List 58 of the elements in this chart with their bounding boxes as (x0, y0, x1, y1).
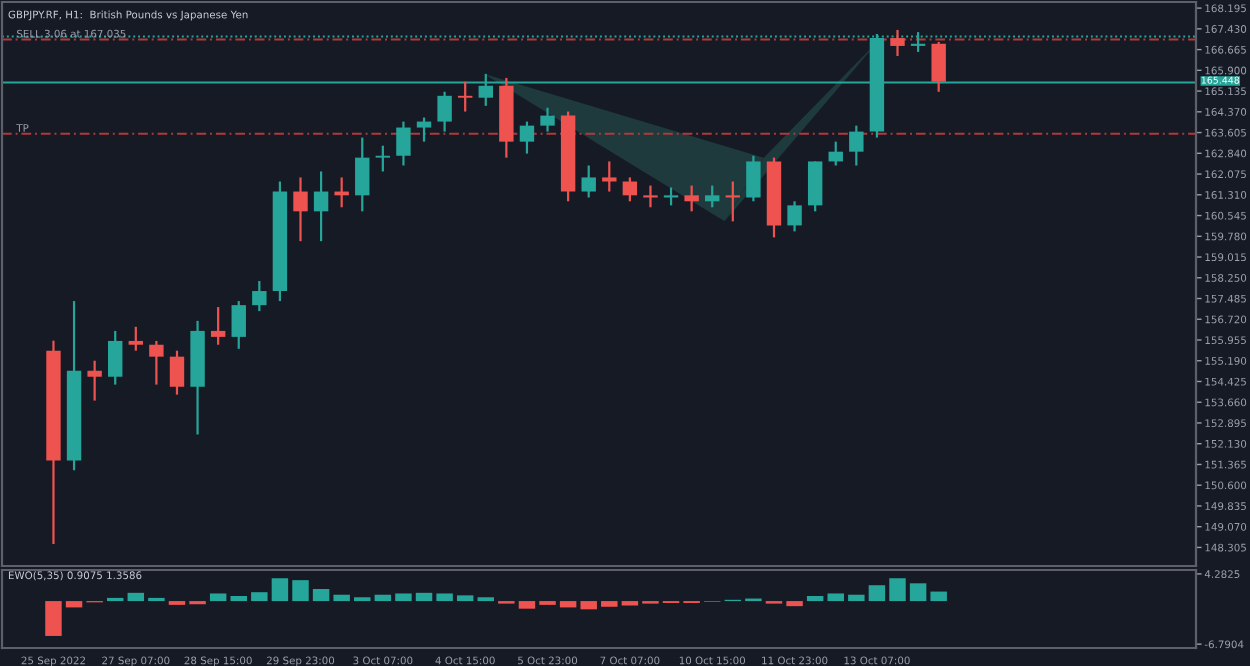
candlestick (581, 164, 596, 199)
bar (65, 601, 83, 608)
bar (601, 601, 618, 607)
candlestick (128, 325, 144, 352)
bar (333, 594, 350, 602)
bar (848, 594, 865, 602)
bar (292, 580, 309, 602)
candlestick (87, 359, 102, 402)
bar (786, 601, 803, 607)
candlestick (643, 184, 658, 209)
bar (415, 592, 433, 602)
bar (374, 594, 392, 602)
candlestick (231, 299, 246, 350)
bar (806, 596, 824, 602)
candlestick (355, 136, 370, 213)
bar (230, 596, 247, 602)
bar (209, 593, 227, 602)
bar (909, 583, 927, 602)
candlestick (807, 160, 823, 213)
bar (271, 578, 289, 602)
candlestick (787, 200, 802, 233)
bar (889, 578, 906, 602)
candlestick (890, 28, 905, 58)
candlestick (519, 120, 535, 155)
bar (580, 601, 597, 610)
bar (127, 592, 145, 602)
candlestick (684, 184, 699, 213)
candlestick (252, 279, 267, 313)
candlestick (293, 176, 308, 243)
candlestick (416, 116, 432, 143)
bar (868, 585, 886, 602)
bar (395, 593, 412, 602)
candlestick (396, 120, 411, 167)
candlestick (169, 349, 185, 396)
bar (312, 589, 330, 602)
bar (45, 601, 62, 636)
bar (827, 593, 844, 602)
bar (456, 595, 474, 602)
candlestick (849, 124, 864, 167)
bar (559, 601, 577, 608)
candlestick (375, 144, 391, 173)
candlestick (746, 154, 761, 203)
candlestick (210, 305, 226, 346)
candlestick (108, 329, 123, 386)
candlestick (931, 40, 946, 93)
candlestick (457, 80, 473, 113)
bar (436, 593, 453, 602)
candlestick (437, 90, 452, 133)
bar (930, 591, 947, 602)
candlestick (622, 176, 638, 203)
candlestick (149, 339, 164, 386)
candlestick (705, 184, 720, 209)
bar (518, 601, 536, 609)
candlestick (313, 170, 329, 243)
candlestick (602, 160, 617, 193)
candlestick (725, 180, 741, 223)
candlestick (540, 106, 555, 133)
bar (251, 592, 268, 602)
